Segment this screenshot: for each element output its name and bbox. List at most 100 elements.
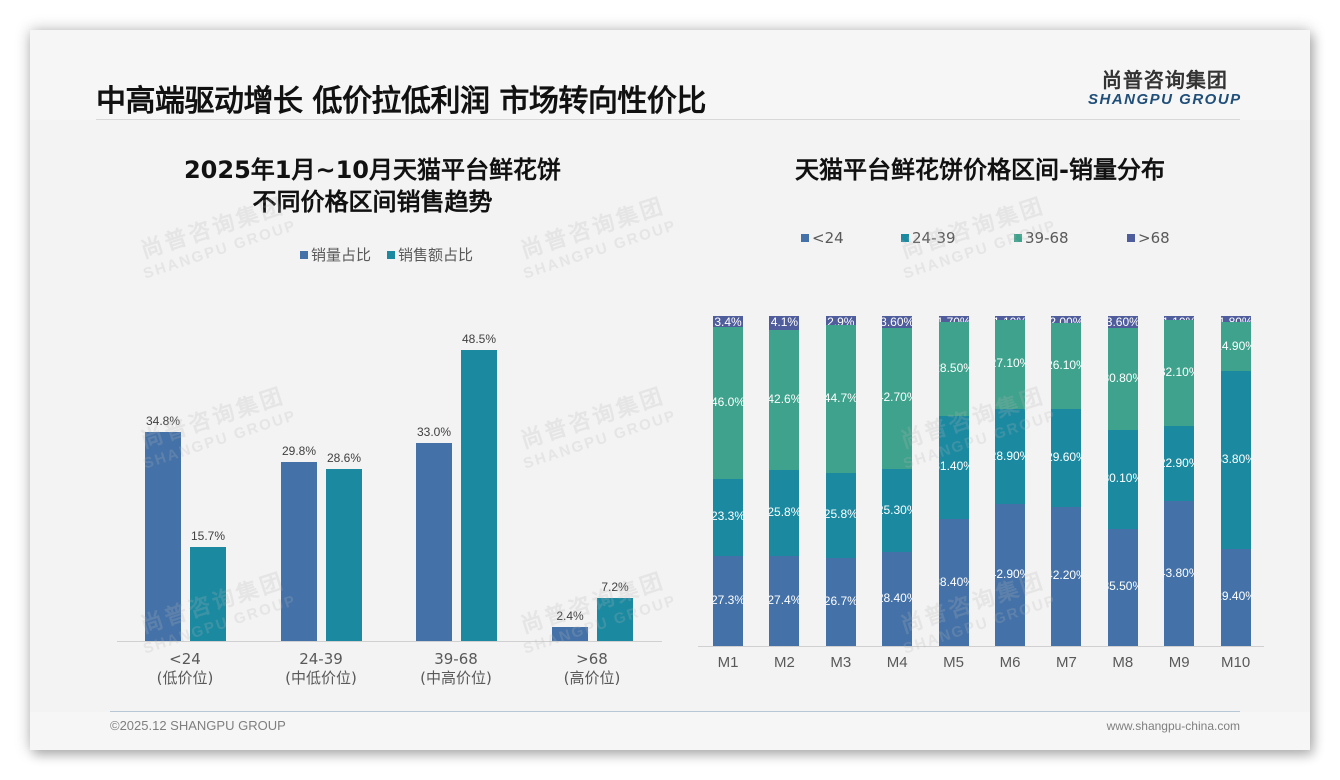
watermark: 尚普咨询集团 SHANGPU GROUP [898, 568, 1059, 658]
category-label: >68 (高价位) [563, 650, 621, 687]
legend-swatch-39-68 [1014, 234, 1022, 242]
segment-gt68: 3.60% [1107, 316, 1138, 328]
bar-value-label: 28.6% [326, 451, 362, 466]
bar-revenue [461, 350, 497, 641]
segment-39-68: 28.50% [938, 321, 969, 416]
x-axis-label: M7 [1055, 654, 1077, 671]
segment-39-68: 26.10% [1051, 322, 1082, 410]
segment-39-68: 46.0% [713, 327, 743, 480]
footer-copyright: ©2025.12 SHANGPU GROUP [110, 718, 286, 733]
bar-value-label: 34.8% [145, 414, 181, 429]
segment-24-39: 25.30% [882, 468, 913, 553]
segment-value-label: 2.00% [1051, 316, 1081, 323]
segment-39-68: 30.80% [1107, 327, 1138, 430]
legend-item-lt24: <24 [801, 229, 901, 247]
category-label: 39-68 (中高价位) [420, 650, 492, 687]
legend-label: >68 [1138, 229, 1170, 247]
segment-value-label: 25.8% [769, 505, 800, 519]
x-axis-label: M10 [1221, 654, 1251, 671]
segment-24-39: 25.8% [769, 470, 800, 556]
legend-item-24-39: 24-39 [901, 229, 1014, 247]
legend-label: 24-39 [912, 229, 956, 247]
segment-lt24: 26.7% [825, 557, 856, 646]
legend-item-revenue: 销售额占比 [387, 244, 473, 265]
segment-lt24: 35.50% [1107, 528, 1138, 646]
x-axis-label: M2 [773, 654, 795, 671]
segment-value-label: 3.4% [714, 316, 742, 328]
segment-lt24: 42.90% [995, 504, 1025, 646]
legend-label: <24 [812, 229, 844, 247]
legend-swatch-gt68 [1127, 234, 1135, 242]
segment-gt68: 2.9% [825, 315, 856, 326]
bar-volume [552, 626, 588, 641]
segment-value-label: 1.10% [1164, 316, 1194, 320]
x-axis-label: M9 [1168, 654, 1190, 671]
segment-gt68: 1.10% [995, 316, 1025, 320]
segment-gt68: 3.4% [713, 316, 743, 328]
segment-value-label: 32.10% [1164, 364, 1194, 379]
segment-lt24: 28.40% [882, 552, 913, 646]
segment-value-label: 35.50% [1108, 579, 1138, 594]
x-axis-label: M8 [1112, 654, 1134, 671]
header-band [30, 30, 1310, 120]
bar-value-label: 2.4% [556, 608, 584, 623]
segment-value-label: 23.3% [713, 509, 743, 524]
segment-24-39: 53.80% [1220, 371, 1251, 549]
footer-divider [110, 711, 1240, 712]
segment-24-39: 22.90% [1164, 425, 1195, 502]
category-label: <24 (低价位) [156, 650, 214, 687]
segment-value-label: 42.90% [995, 567, 1025, 582]
logo-cn: 尚普咨询集团 [1101, 68, 1228, 92]
watermark: 尚普咨询集团 SHANGPU GROUP [518, 383, 679, 473]
segment-value-label: 42.70% [882, 390, 912, 405]
x-axis-label: M1 [717, 654, 739, 671]
bar-revenue [326, 469, 362, 641]
bar-revenue [190, 546, 226, 641]
segment-value-label: 1.80% [1221, 316, 1251, 322]
bar-value-label: 7.2% [601, 579, 629, 594]
segment-value-label: 26.7% [825, 593, 856, 608]
segment-gt68: 1.70% [938, 316, 969, 322]
bar-value-label: 33.0% [416, 425, 452, 439]
legend-label: 39-68 [1025, 229, 1069, 247]
segment-value-label: 3.60% [1107, 316, 1138, 328]
segment-39-68: 42.6% [769, 329, 800, 471]
bar-value-label: 29.8% [281, 444, 317, 459]
segment-39-68: 44.7% [825, 325, 856, 473]
segment-value-label: 28.40% [882, 591, 912, 606]
segment-39-68: 42.70% [882, 327, 913, 469]
footer-band [30, 712, 1310, 750]
right-chart-x-axis [698, 646, 1264, 647]
segment-lt24: 38.40% [938, 519, 969, 646]
segment-value-label: 46.0% [713, 395, 743, 410]
left-chart-title-line1: 2025年1月~10月天猫平台鲜花饼 [183, 156, 561, 184]
bar-revenue [597, 597, 633, 641]
legend-label: 销量占比 [311, 246, 372, 264]
segment-value-label: 1.10% [995, 316, 1025, 320]
segment-24-39: 29.60% [1051, 409, 1082, 507]
segment-value-label: 53.80% [1221, 452, 1251, 467]
segment-value-label: 1.70% [939, 316, 969, 322]
left-chart-legend: 销量占比 销售额占比 [300, 244, 473, 265]
left-chart-x-axis [117, 641, 662, 642]
segment-39-68: 27.10% [995, 319, 1025, 410]
segment-39-68: 32.10% [1164, 319, 1195, 426]
segment-value-label: 2.9% [827, 315, 855, 326]
segment-gt68: 2.00% [1051, 316, 1082, 323]
segment-value-label: 29.60% [1051, 449, 1081, 464]
segment-value-label: 4.1% [770, 316, 799, 330]
segment-value-label: 42.20% [1051, 568, 1081, 583]
segment-value-label: 30.80% [1108, 370, 1138, 385]
segment-lt24: 27.3% [713, 555, 743, 646]
segment-lt24: 43.80% [1164, 501, 1195, 646]
segment-value-label: 25.8% [825, 507, 856, 522]
left-chart-title: 2025年1月~10月天猫平台鲜花饼 不同价格区间销售趋势 [130, 154, 615, 218]
segment-value-label: 3.60% [882, 316, 913, 328]
segment-lt24: 42.20% [1051, 506, 1082, 646]
legend-swatch-volume [300, 250, 308, 259]
segment-value-label: 42.6% [769, 392, 800, 407]
watermark: 尚普咨询集团 SHANGPU GROUP [898, 383, 1059, 473]
right-chart-legend: <24 24-39 39-68 >68 [801, 229, 1170, 247]
bar-volume [416, 443, 452, 641]
segment-value-label: 43.80% [1164, 565, 1194, 580]
